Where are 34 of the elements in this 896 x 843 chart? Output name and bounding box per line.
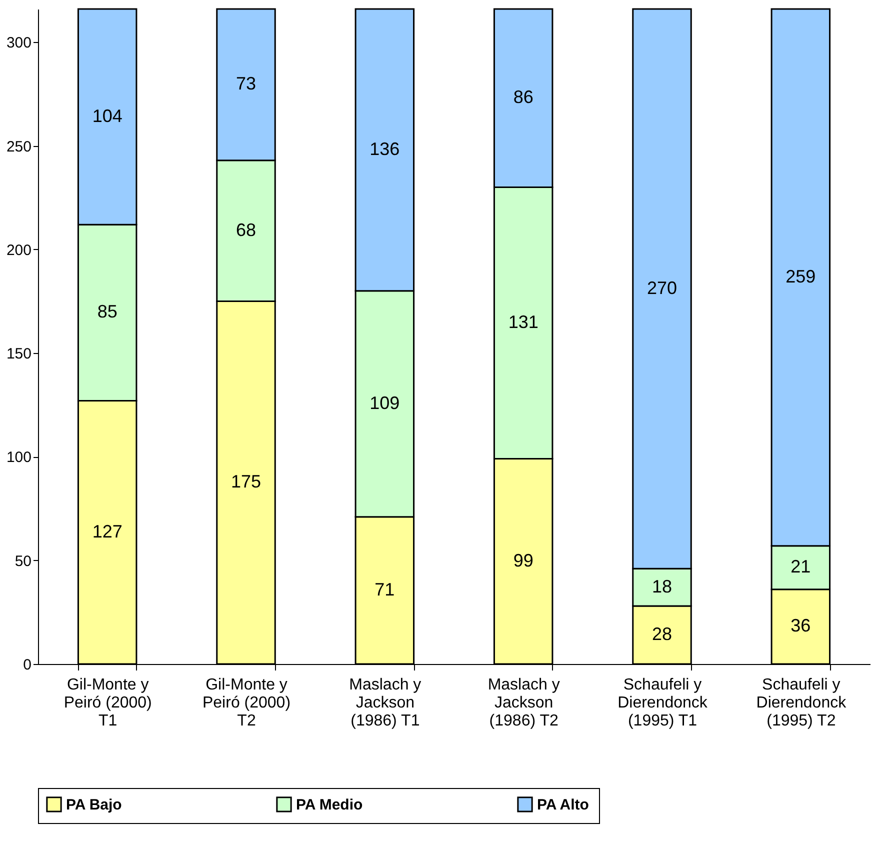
x-tick-label: Schaufeli y Dierendonck (1995) T1 <box>618 676 708 730</box>
y-tick-label: 0 <box>23 656 32 674</box>
data-label: 131 <box>508 312 538 332</box>
x-tick-label: Maslach y Jackson (1986) T1 <box>349 676 422 730</box>
data-label: 99 <box>513 550 534 570</box>
y-tick-label: 300 <box>6 34 32 52</box>
y-tick-label: 150 <box>6 346 32 363</box>
data-label: 127 <box>92 521 122 542</box>
data-label: 68 <box>236 220 256 240</box>
data-label: 136 <box>370 138 400 159</box>
y-tick-label: 250 <box>6 138 32 156</box>
y-tick-label: 50 <box>14 552 32 570</box>
data-label: 36 <box>790 616 811 636</box>
x-tick-label: Gil-Monte y Peiró (2000) T2 <box>202 676 291 730</box>
x-tick-label: Schaufeli y Dierendonck (1995) T2 <box>756 676 848 730</box>
y-tick-label: 100 <box>6 449 32 466</box>
legend-label: PA Alto <box>537 796 589 814</box>
data-label: 104 <box>92 106 122 126</box>
y-tick-label: 200 <box>6 242 32 259</box>
data-label: 270 <box>646 278 678 298</box>
data-label: 28 <box>652 624 672 644</box>
legend-label: PA Bajo <box>66 796 122 814</box>
data-label: 85 <box>97 302 118 322</box>
data-label: 18 <box>652 576 672 596</box>
x-tick-label: Gil-Monte y Peiró (2000) T1 <box>64 676 152 730</box>
data-label: 73 <box>236 74 256 94</box>
data-label: 109 <box>370 392 400 413</box>
legend-label: PA Medio <box>296 796 363 814</box>
data-label: 259 <box>786 266 816 286</box>
data-label: 71 <box>374 579 395 600</box>
data-label: 175 <box>230 472 262 492</box>
data-label: 21 <box>790 556 811 577</box>
data-label: 86 <box>513 87 534 108</box>
x-tick-label: Maslach y Jackson (1986) T2 <box>488 676 560 730</box>
